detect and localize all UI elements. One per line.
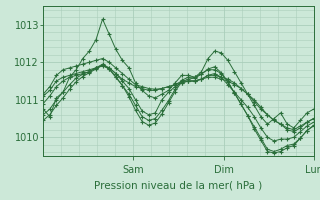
X-axis label: Pression niveau de la mer( hPa ): Pression niveau de la mer( hPa ) — [94, 181, 262, 191]
